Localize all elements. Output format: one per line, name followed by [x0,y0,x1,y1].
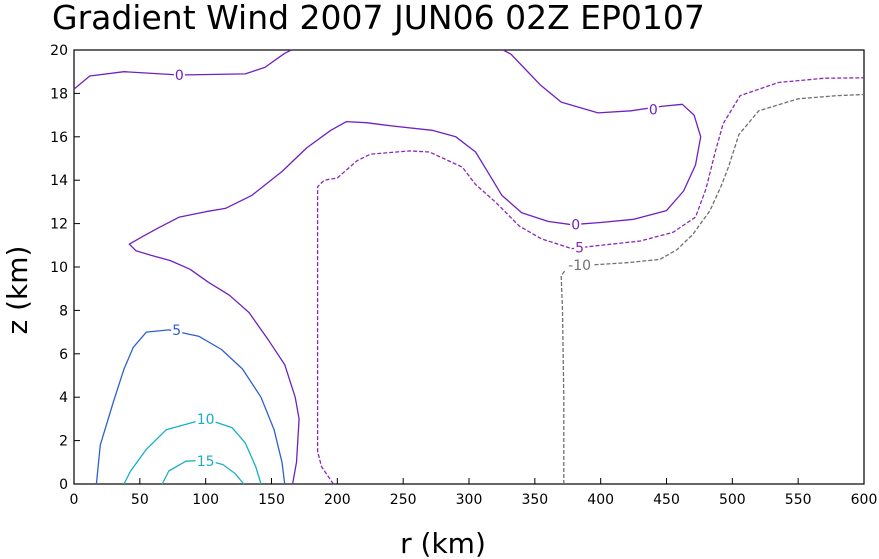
contour-label-halo [570,216,582,232]
y-tick-label: 16 [50,130,68,146]
x-axis: 0 50 100 150 200 250 300 350 400 450 500 550 600 [70,478,878,508]
y-tick-label: 10 [50,260,68,276]
y-tick-label: 8 [59,303,68,319]
contour-label-halo [195,410,216,426]
contour-label-halo [565,256,595,272]
contour-label: 0 [649,103,658,119]
x-tick-label: 350 [521,492,548,508]
contour-line-minus-10 [560,93,865,484]
x-tick-label: 400 [587,492,614,508]
y-tick-label: 4 [59,390,68,406]
contour-layer [73,49,865,485]
contour-label: -10 [568,258,591,274]
contour-line-0 [73,49,292,90]
y-tick-label: 0 [59,477,68,493]
contour-label: 5 [575,240,584,256]
contour-label: 10 [197,412,215,428]
x-tick-label: 200 [324,492,351,508]
contour-label-halo [195,453,216,469]
y-axis-label: z (km) [1,246,34,335]
x-tick-label: 600 [851,492,878,508]
contour-label-halo [171,321,183,337]
contour-label: 15 [197,454,215,470]
y-tick-label: 14 [50,173,68,189]
chart-title: Gradient Wind 2007 JUN06 02Z EP0107 [52,0,705,37]
x-tick-label: 550 [785,492,812,508]
y-tick-label: 20 [50,43,68,59]
contour-line-0 [128,49,702,485]
contour-label-halo [173,66,185,82]
x-tick-label: 500 [719,492,746,508]
contour-label: 5 [172,323,181,339]
y-axis: 0 2 4 6 8 10 12 14 16 18 20 [50,43,80,493]
x-tick-label: 450 [653,492,680,508]
x-tick-label: 100 [192,492,219,508]
contour-label-layer: 15 10 5 0 0 0 5 -10 [171,66,659,470]
contour-line-minus-5 [316,77,865,485]
contour-line-5 [95,329,286,485]
y-tick-label: 6 [59,347,68,363]
x-tick-label: 300 [456,492,483,508]
x-tick-label: 150 [258,492,285,508]
x-tick-label: 50 [131,492,149,508]
x-axis-label: r (km) [400,527,486,559]
x-tick-label: 250 [390,492,417,508]
contour-label: 0 [175,68,184,84]
x-tick-label: 0 [70,492,79,508]
plot-frame [73,49,865,485]
y-tick-label: 12 [50,217,68,233]
contour-line-10 [123,418,262,485]
contour-label-halo [574,239,586,255]
contour-label: 0 [571,218,580,234]
y-tick-label: 2 [59,434,68,450]
contour-label-halo [647,101,659,117]
y-tick-label: 18 [50,86,68,102]
